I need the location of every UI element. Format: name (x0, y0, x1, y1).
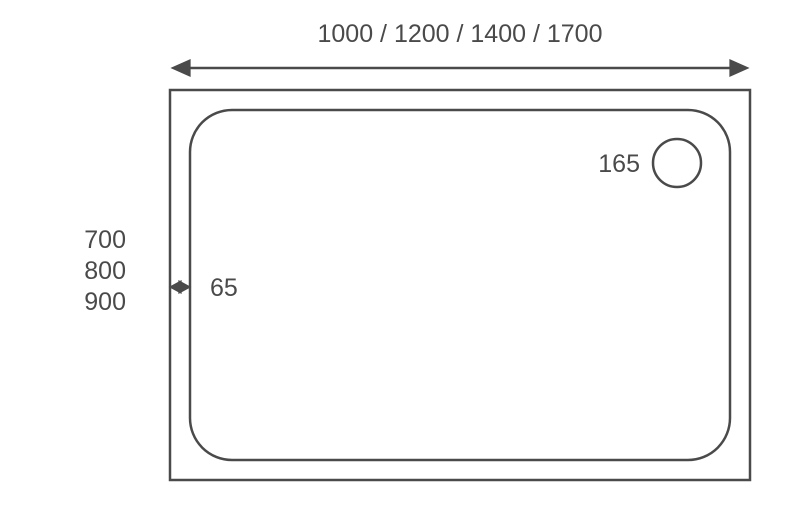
height-dimension-label-1: 800 (84, 257, 126, 285)
drain-diameter-label: 165 (598, 150, 640, 178)
height-dimension-label-2: 900 (84, 288, 126, 316)
rim-dimension-label: 65 (210, 274, 238, 302)
width-dimension-label: 1000 / 1200 / 1400 / 1700 (318, 20, 603, 48)
height-dimension-label-0: 700 (84, 226, 126, 254)
